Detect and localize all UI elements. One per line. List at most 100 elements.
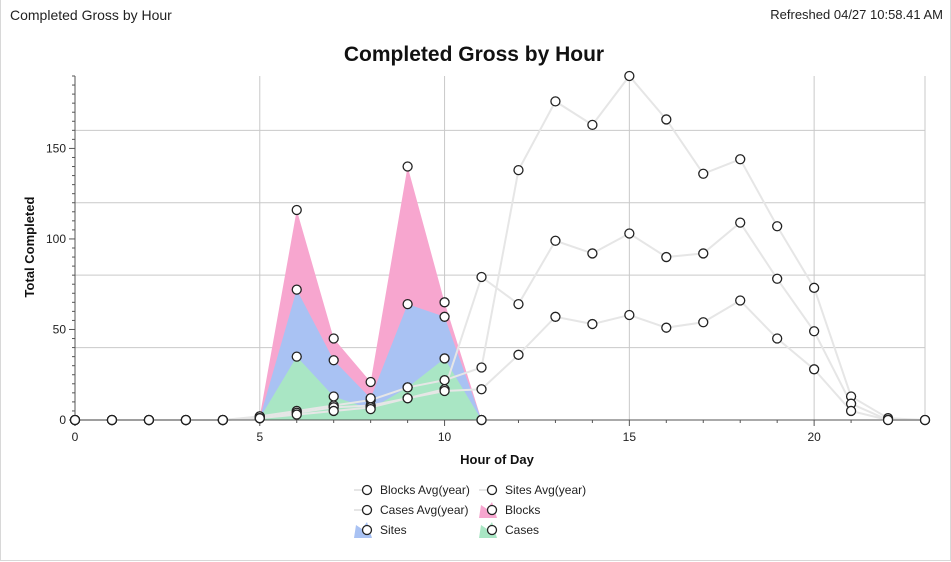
- data-point-cases-avg-year-: [919, 414, 931, 426]
- data-point-blocks-avg-year-: [513, 164, 524, 176]
- y-tick-label: 150: [46, 141, 66, 155]
- data-point-cases: [365, 403, 376, 415]
- refreshed-timestamp: Refreshed 04/27 10:58.41 AM: [770, 7, 943, 22]
- data-point-cases: [402, 382, 413, 393]
- legend-marker: [486, 484, 498, 496]
- axes: 0 50 100 150 0 5 10 15 20: [46, 75, 926, 444]
- data-point-cases-avg-year-: [513, 349, 524, 360]
- legend-label: Sites: [380, 523, 407, 537]
- data-point-sites-avg-year-: [772, 273, 783, 284]
- y-axis-label: Total Completed: [22, 197, 37, 298]
- legend-marker: [361, 504, 373, 516]
- area-sites: [75, 289, 482, 420]
- data-point-cases-avg-year-: [882, 414, 894, 426]
- data-point-cases-avg-year-: [550, 311, 561, 322]
- data-point-cases-avg-year-: [439, 385, 450, 397]
- legend-item: Cases: [479, 522, 539, 538]
- data-point-sites: [402, 298, 413, 310]
- data-point-cases: [143, 414, 155, 426]
- legend-marker: [486, 504, 498, 516]
- data-point-blocks-avg-year-: [661, 114, 672, 125]
- line-blocks-avg-year-: [75, 74, 926, 421]
- data-point-sites: [439, 311, 450, 322]
- data-point-cases-avg-year-: [772, 333, 783, 344]
- grid: [74, 76, 926, 421]
- data-point-sites-avg-year-: [587, 248, 598, 259]
- legend-label: Blocks: [505, 503, 540, 517]
- data-point-sites-avg-year-: [661, 251, 672, 263]
- x-tick-label: 15: [623, 430, 637, 444]
- data-point-blocks-avg-year-: [808, 282, 820, 293]
- data-point-blocks-avg-year-: [439, 375, 450, 386]
- legend-item: Blocks Avg(year): [354, 483, 470, 497]
- legend-label: Cases: [505, 523, 539, 537]
- legend: Blocks Avg(year) Sites Avg(year) Cases Avg…: [354, 483, 586, 538]
- legend-marker: [486, 524, 498, 536]
- data-point-cases-avg-year-: [624, 309, 635, 321]
- area-series: [75, 166, 482, 420]
- data-point-cases-avg-year-: [402, 393, 413, 404]
- data-point-cases-avg-year-: [698, 317, 709, 328]
- data-point-blocks-avg-year-: [624, 70, 635, 82]
- data-point-blocks-avg-year-: [587, 119, 598, 131]
- legend-label: Blocks Avg(year): [380, 483, 470, 497]
- data-point-cases: [328, 391, 339, 402]
- legend-item: Cases Avg(year): [354, 503, 468, 517]
- data-point-cases-avg-year-: [808, 364, 820, 375]
- data-point-cases-avg-year-: [735, 295, 746, 306]
- panel-title: Completed Gross by Hour: [10, 7, 172, 23]
- line-sites-avg-year-: [75, 221, 925, 421]
- data-point-sites: [328, 355, 339, 366]
- legend-label: Sites Avg(year): [505, 483, 586, 497]
- data-point-cases: [476, 414, 487, 426]
- data-point-sites: [291, 284, 302, 295]
- data-point-sites-avg-year-: [513, 298, 524, 310]
- data-point-blocks-avg-year-: [735, 154, 746, 165]
- data-point-cases: [217, 414, 228, 426]
- data-point-blocks: [365, 376, 376, 388]
- data-point-cases: [69, 414, 81, 426]
- data-point-cases-avg-year-: [291, 409, 302, 420]
- y-tick-label: 50: [53, 322, 67, 336]
- data-point-blocks: [291, 204, 302, 216]
- data-point-cases-avg-year-: [661, 322, 672, 333]
- data-point-cases: [291, 351, 302, 362]
- legend-item: Blocks: [479, 502, 540, 518]
- data-point-sites-avg-year-: [698, 248, 709, 259]
- data-point-blocks-avg-year-: [772, 221, 783, 232]
- legend-label: Cases Avg(year): [380, 503, 468, 517]
- x-tick-label: 5: [256, 430, 263, 444]
- data-point-cases: [254, 413, 265, 424]
- data-point-sites-avg-year-: [550, 235, 561, 246]
- x-tick-label: 0: [72, 430, 79, 444]
- data-point-blocks-avg-year-: [698, 168, 709, 179]
- legend-item: Sites Avg(year): [479, 483, 586, 497]
- chart-title: Completed Gross by Hour: [344, 43, 604, 66]
- data-point-cases-avg-year-: [587, 318, 598, 330]
- x-axis-label: Hour of Day: [460, 452, 534, 467]
- line-cases-avg-year-: [75, 299, 925, 421]
- data-point-sites-avg-year-: [476, 271, 487, 283]
- data-point-cases: [439, 353, 450, 364]
- x-tick-label: 20: [807, 430, 821, 444]
- y-tick-label: 100: [46, 232, 66, 246]
- data-point-blocks-avg-year-: [476, 362, 487, 373]
- data-markers: [69, 70, 931, 426]
- data-point-sites-avg-year-: [735, 217, 746, 228]
- data-point-sites-avg-year-: [808, 326, 820, 337]
- data-point-sites: [365, 393, 376, 404]
- line-series: [75, 74, 926, 421]
- data-point-cases: [180, 414, 192, 426]
- x-tick-label: 10: [438, 430, 452, 444]
- area-blocks: [75, 166, 482, 420]
- data-point-blocks-avg-year-: [550, 96, 561, 107]
- data-point-sites-avg-year-: [624, 228, 635, 239]
- data-point-cases-avg-year-: [845, 405, 857, 417]
- data-point-cases-avg-year-: [328, 405, 339, 417]
- data-point-blocks: [439, 297, 450, 308]
- legend-marker: [361, 524, 373, 536]
- data-point-blocks: [328, 333, 339, 344]
- data-point-cases: [106, 414, 118, 426]
- data-point-blocks: [402, 161, 413, 172]
